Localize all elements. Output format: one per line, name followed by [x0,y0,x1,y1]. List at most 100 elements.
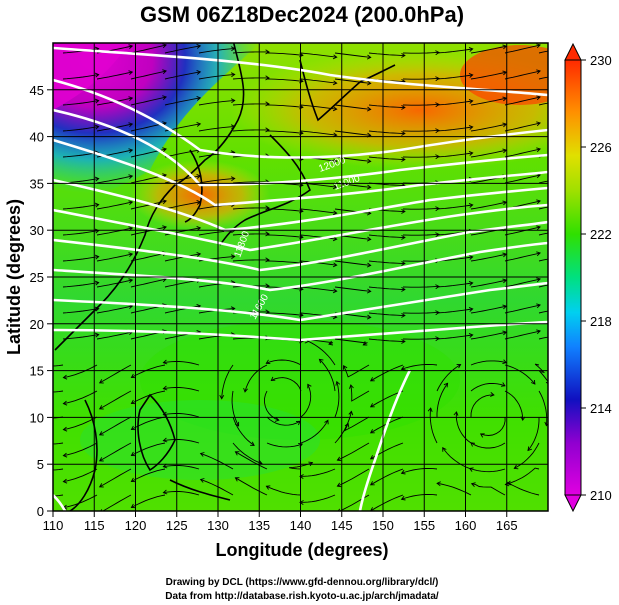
streamline [266,104,303,108]
streamline [164,45,201,54]
streamline-arrowhead [162,225,167,231]
streamline [368,52,405,56]
streamline [164,97,201,106]
streamline-arrowhead [470,482,476,488]
credit-line-data: Data from http://database.rish.kyoto-u.a… [165,591,439,602]
streamline [436,308,473,314]
streamline [53,364,64,367]
streamline [131,416,166,430]
streamline [368,156,405,160]
streamline-arrowhead [401,105,406,110]
streamline [96,305,133,314]
streamline [300,130,337,136]
streamline [505,483,540,496]
streamline-arrowhead [468,98,474,104]
streamline-arrowhead [265,231,270,237]
wind-streamlines [28,43,548,511]
streamline-arrowhead [468,202,474,208]
streamline [436,74,473,80]
streamline [402,285,440,288]
streamline-arrowhead [436,481,441,487]
streamline [53,494,64,497]
streamline-arrowhead [62,452,68,458]
streamline [436,152,473,158]
streamline-arrowhead [504,481,510,487]
streamline [198,48,235,54]
streamline-arrowhead [28,439,32,443]
coast-borneo [169,479,231,501]
streamline-arrowhead [28,465,32,469]
streamline [198,100,235,106]
streamline [231,390,240,427]
streamline [470,227,507,236]
streamline [402,233,440,236]
streamline-arrowhead [401,131,406,136]
streamline-arrowhead [196,225,202,231]
streamline [232,129,270,132]
streamline-arrowhead [366,314,372,320]
streamline [300,208,337,214]
streamline-arrowhead [128,70,134,76]
streamline [334,104,371,110]
streamline [198,178,235,184]
streamline [62,282,99,288]
streamline [266,416,301,426]
streamline [232,77,270,80]
streamline-arrowhead [513,464,519,470]
streamline [131,364,166,378]
streamline-arrowhead [536,147,541,153]
streamline-arrowhead [94,98,100,104]
streamline-arrowhead [468,306,474,312]
streamline-arrowhead [196,251,202,257]
streamline [63,364,98,379]
streamline [480,416,506,436]
streamline [53,390,64,393]
streamline-arrowhead [234,477,240,482]
streamline [334,130,371,136]
streamline-arrowhead [196,121,202,127]
streamline-arrowhead [536,303,541,309]
y-tick-label: 10 [30,410,44,425]
x-tick-label: 135 [248,518,270,533]
coast-china [54,184,176,351]
streamline-arrowhead [94,124,100,130]
streamline [368,312,405,316]
streamline [504,278,541,288]
x-tick-label: 140 [290,518,312,533]
streamline-arrowhead [362,341,368,346]
streamline [235,477,268,496]
streamline-arrowhead [98,379,104,384]
streamline-arrowhead [536,251,541,257]
colorbar-gradient [564,59,582,496]
streamline [538,310,548,314]
streamline [163,413,200,418]
streamline [401,493,438,500]
x-axis-ticks: 110 115 120 125 130 135 140 145 150 155 160 165 [43,511,518,533]
streamline [232,416,255,446]
streamline [370,390,404,408]
streamline [266,359,302,366]
streamline [368,104,405,108]
streamline [538,102,548,106]
streamline [538,336,548,340]
streamline [221,364,234,399]
streamline [131,390,166,404]
streamline-arrowhead [401,53,406,58]
streamline-arrowhead [94,332,100,338]
streamline [538,50,548,54]
streamline [130,278,167,288]
streamline [164,201,201,210]
streamline [538,76,548,80]
streamline-arrowhead [162,95,167,101]
streamline-arrowhead [265,359,271,365]
streamline [337,468,370,487]
streamline-arrowhead [400,365,406,371]
streamline-arrowhead [265,283,270,289]
colorbar-tick-label: 226 [590,140,612,155]
streamline-arrowhead [234,451,240,456]
streamline [99,390,132,410]
streamline [507,467,540,485]
streamline-arrowhead [401,339,406,344]
streamline [470,394,494,418]
